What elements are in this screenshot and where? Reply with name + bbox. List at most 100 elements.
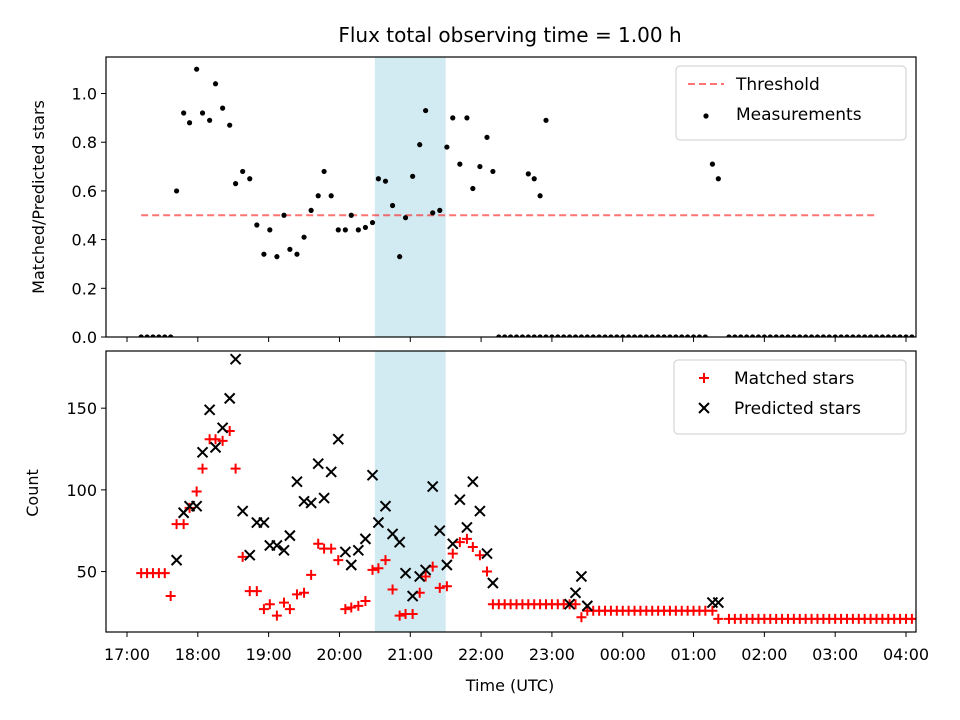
data-point bbox=[366, 469, 379, 481]
data-point bbox=[373, 563, 384, 574]
data-point bbox=[620, 334, 626, 337]
data-point bbox=[345, 559, 357, 571]
data-point bbox=[563, 598, 576, 610]
data-point bbox=[885, 334, 891, 337]
data-point bbox=[150, 334, 156, 337]
data-point bbox=[525, 171, 531, 177]
data-point bbox=[210, 434, 221, 445]
data-point bbox=[229, 353, 242, 365]
data-point bbox=[912, 617, 916, 620]
data-point bbox=[315, 193, 321, 199]
data-point bbox=[450, 115, 456, 121]
data-point bbox=[862, 334, 868, 337]
data-point bbox=[360, 595, 371, 606]
top-chart-title: Flux total observing time = 1.00 h bbox=[338, 23, 681, 47]
data-point bbox=[348, 212, 354, 218]
data-point bbox=[199, 110, 206, 116]
data-point bbox=[454, 537, 465, 548]
data-point bbox=[867, 334, 874, 337]
data-point bbox=[667, 334, 673, 337]
data-point bbox=[631, 334, 638, 337]
top-axes-frame bbox=[105, 56, 917, 338]
data-point bbox=[513, 334, 520, 337]
data-point bbox=[608, 334, 614, 337]
data-point bbox=[572, 334, 579, 337]
data-point bbox=[359, 533, 372, 545]
y-tick-label: 150 bbox=[66, 399, 97, 418]
data-point bbox=[294, 251, 300, 257]
data-point bbox=[209, 441, 222, 454]
data-point bbox=[441, 559, 453, 571]
data-point bbox=[318, 492, 330, 504]
data-point bbox=[352, 544, 365, 557]
data-point bbox=[237, 551, 248, 562]
data-point bbox=[278, 597, 289, 608]
data-point bbox=[306, 569, 317, 580]
data-point bbox=[797, 334, 803, 337]
data-point bbox=[278, 544, 290, 557]
data-point bbox=[490, 168, 496, 175]
bottom-axes-frame bbox=[105, 350, 917, 633]
data-point bbox=[410, 173, 416, 179]
bottom-plot-area bbox=[136, 353, 916, 624]
data-point bbox=[162, 334, 168, 337]
x-tick-label: 20:00 bbox=[316, 645, 362, 664]
data-point bbox=[380, 555, 391, 566]
data-point bbox=[196, 446, 209, 458]
data-point bbox=[496, 334, 502, 337]
data-point bbox=[779, 334, 785, 337]
data-point bbox=[281, 212, 287, 218]
data-point bbox=[346, 602, 357, 613]
data-point bbox=[244, 549, 256, 561]
data-point bbox=[423, 107, 429, 114]
x-tick-label: 03:00 bbox=[812, 645, 858, 664]
top-plot-area bbox=[138, 66, 916, 337]
x-tick-label: 23:00 bbox=[529, 645, 575, 664]
data-point bbox=[194, 66, 200, 72]
data-point bbox=[690, 334, 697, 337]
data-point bbox=[873, 334, 880, 337]
data-point bbox=[696, 334, 703, 337]
bottom-legend: Matched stars Predicted stars bbox=[673, 359, 907, 435]
data-point bbox=[481, 547, 493, 560]
data-point bbox=[614, 334, 620, 337]
data-point bbox=[287, 246, 293, 252]
data-point bbox=[832, 334, 838, 337]
data-point bbox=[397, 254, 403, 260]
data-point bbox=[481, 566, 492, 577]
top-highlight-span bbox=[374, 57, 446, 337]
data-point bbox=[191, 486, 202, 497]
x-tick-label: 22:00 bbox=[458, 645, 504, 664]
data-point bbox=[761, 334, 767, 337]
data-point bbox=[785, 334, 791, 337]
data-point bbox=[576, 612, 587, 623]
data-point bbox=[339, 546, 352, 558]
data-point bbox=[426, 480, 439, 493]
data-point bbox=[713, 613, 724, 624]
data-point bbox=[417, 142, 423, 148]
data-point bbox=[467, 542, 478, 553]
data-point bbox=[575, 570, 588, 583]
data-point bbox=[707, 605, 718, 616]
data-point bbox=[223, 392, 236, 405]
data-point bbox=[328, 193, 334, 199]
x-tick-label: 04:00 bbox=[883, 645, 929, 664]
data-point bbox=[240, 168, 246, 175]
data-point bbox=[732, 334, 738, 337]
data-point bbox=[326, 543, 337, 554]
data-point bbox=[484, 134, 490, 140]
data-point bbox=[584, 334, 590, 337]
data-point bbox=[543, 117, 549, 123]
data-point bbox=[232, 181, 239, 187]
data-point bbox=[712, 596, 725, 609]
legend-label: Threshold bbox=[735, 75, 820, 95]
data-point bbox=[464, 115, 470, 121]
data-point bbox=[457, 161, 463, 167]
data-point bbox=[369, 219, 376, 226]
data-point bbox=[596, 334, 602, 337]
data-point bbox=[507, 334, 514, 337]
x-axis-label: Time (UTC) bbox=[465, 676, 554, 695]
legend-label: Predicted stars bbox=[734, 399, 861, 419]
data-point bbox=[537, 193, 543, 199]
